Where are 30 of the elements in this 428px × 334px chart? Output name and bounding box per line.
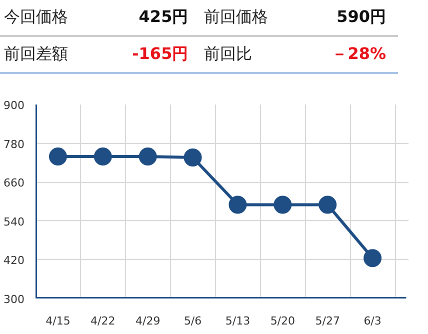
y-tick-label: 300: [4, 293, 25, 306]
x-tick-label: 4/29: [136, 314, 160, 328]
x-tick-label: 5/6: [184, 314, 202, 328]
x-tick-label: 4/15: [46, 314, 70, 328]
text: 前回比: [203, 42, 254, 65]
point: [228, 196, 247, 214]
x-tick-label: 6/3: [364, 314, 382, 328]
x-tick-label: 4/22: [90, 314, 116, 328]
text: -165円: [131, 42, 190, 65]
text: 前回価格: [203, 6, 270, 28]
point: [138, 148, 157, 166]
text: －28%: [330, 42, 387, 65]
y-tick-label: 420: [4, 254, 25, 268]
x-tick-label: 5/13: [225, 314, 250, 328]
y-tick-label: 540: [4, 215, 25, 228]
point: [184, 148, 202, 167]
text: 前回差額: [3, 42, 69, 65]
point: [274, 196, 292, 214]
point: [94, 148, 112, 166]
y-tick-label: 660: [4, 176, 25, 190]
text: 今回価格: [3, 6, 69, 28]
text: 590円: [336, 6, 387, 28]
x-tick-label: 5/20: [270, 314, 296, 328]
point: [48, 148, 67, 166]
text: 425円: [138, 6, 190, 28]
point: [364, 249, 382, 268]
x-tick-label: 5/27: [315, 314, 340, 328]
y-tick-label: 780: [4, 138, 25, 151]
y-tick-label: 900: [4, 99, 25, 112]
point: [318, 196, 337, 214]
